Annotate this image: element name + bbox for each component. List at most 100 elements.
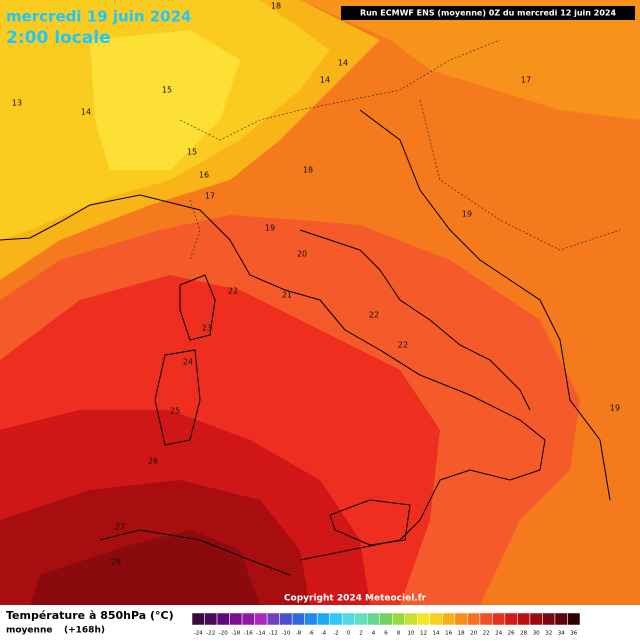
- colorbar-label: -8: [296, 631, 302, 637]
- colorbar-label: 8: [397, 631, 401, 637]
- zone: [30, 530, 260, 605]
- colorbar-cell: [504, 612, 518, 626]
- colorbar-cell: [554, 612, 568, 626]
- colorbar-cell: [404, 612, 418, 626]
- colorbar-label: -12: [269, 631, 278, 637]
- colorbar-label: -2: [333, 631, 338, 637]
- contour-label: 15: [187, 148, 197, 157]
- colorbar-label: 6: [384, 631, 388, 637]
- colorbar-cell: [279, 612, 293, 626]
- borders: [179, 39, 621, 261]
- colorbar-label: 10: [408, 631, 415, 637]
- colorbar-cell: [254, 612, 268, 626]
- colorbar-cell: [392, 612, 406, 626]
- colorbar-label: -14: [256, 631, 265, 637]
- colorbar-label: 28: [520, 631, 527, 637]
- colorbar-label: 2: [359, 631, 363, 637]
- colorbar-cell: [442, 612, 456, 626]
- date-label: mercredi 19 juin 2024: [6, 8, 191, 26]
- colorbar-label: 4: [372, 631, 376, 637]
- colorbar-label: 20: [470, 631, 477, 637]
- copyright: Copyright 2024 Meteociel.fr: [284, 594, 427, 604]
- colorbar-cell: [204, 612, 218, 626]
- colorbar-label: 12: [420, 631, 427, 637]
- colorbar-label: -4: [321, 631, 327, 637]
- legend-lead: (+168h): [64, 626, 105, 636]
- contour-label: 28: [111, 558, 121, 567]
- colorbar-cell: [304, 612, 318, 626]
- contour-label: 15: [162, 86, 172, 95]
- colorbar-cell: [417, 612, 431, 626]
- contour-label: 19: [265, 224, 275, 233]
- colorbar-label: 32: [545, 631, 552, 637]
- legend-subtitle: moyenne: [6, 626, 52, 636]
- contour-label: 17: [205, 192, 215, 201]
- contour-label: 19: [610, 404, 620, 413]
- colorbar-label: 36: [570, 631, 577, 637]
- contour-label: 17: [521, 76, 531, 85]
- colorbar-label: 22: [483, 631, 490, 637]
- colorbar-label: -22: [206, 631, 215, 637]
- colorbar-cell: [291, 612, 305, 626]
- colorbar-cell: [191, 612, 205, 626]
- legend-title: Température à 850hPa (°C): [6, 609, 174, 622]
- colorbar-cell: [492, 612, 506, 626]
- colorbar-cell: [266, 612, 280, 626]
- colorbar-label: -24: [194, 631, 203, 637]
- contour-label: 14: [338, 59, 348, 68]
- colorbar-label: 24: [495, 631, 502, 637]
- contour-label: 23: [202, 324, 212, 333]
- zone: [90, 30, 240, 170]
- colorbar-label: 26: [508, 631, 515, 637]
- coastlines: [0, 109, 611, 576]
- zone: [0, 0, 640, 120]
- colorbar-cell: [567, 612, 581, 626]
- contour-label: 26: [148, 457, 158, 466]
- colorbar-label: 16: [445, 631, 452, 637]
- contour-label: 27: [115, 523, 125, 532]
- time-label: 2:00 locale: [6, 28, 111, 48]
- contour-label: 18: [303, 166, 313, 175]
- colorbar-cell: [379, 612, 393, 626]
- colorbar-label: -20: [219, 631, 228, 637]
- colorbar-label: 30: [533, 631, 540, 637]
- colorbar-label: -10: [281, 631, 290, 637]
- contour-label: 19: [462, 210, 472, 219]
- colorbar-cell: [517, 612, 531, 626]
- contour-label: 22: [398, 341, 408, 350]
- contour-label: 18: [271, 2, 281, 11]
- colorbar-cell: [454, 612, 468, 626]
- contour-label: 22: [228, 287, 238, 296]
- colorbar-label: -18: [231, 631, 240, 637]
- colorbar-cell: [366, 612, 380, 626]
- contour-label: 24: [183, 358, 193, 367]
- run-box: [341, 6, 635, 20]
- colorbar-cell: [354, 612, 368, 626]
- run-label: Run ECMWF ENS (moyenne) 0Z du mercredi 1…: [360, 9, 617, 18]
- colorbar-cell: [467, 612, 481, 626]
- colorbar-cell: [529, 612, 543, 626]
- contour-label: 22: [369, 311, 379, 320]
- colorbar-cell: [216, 612, 230, 626]
- colorbar-cell: [542, 612, 556, 626]
- colorbar-cell: [229, 612, 243, 626]
- contour-label: 16: [199, 171, 209, 180]
- contour-label: 25: [170, 407, 180, 416]
- contour-label: 13: [12, 99, 22, 108]
- colorbar-label: -6: [308, 631, 314, 637]
- colorbar-cell: [329, 612, 343, 626]
- contour-label: 14: [81, 108, 91, 117]
- colorbar-label: 0: [347, 631, 351, 637]
- colorbar-cell: [241, 612, 255, 626]
- colorbar-cell: [429, 612, 443, 626]
- contour-label: 14: [320, 76, 330, 85]
- contour-label: 21: [282, 291, 292, 300]
- colorbar-cell: [479, 612, 493, 626]
- colorbar-cell: [316, 612, 330, 626]
- colorbar-label: -16: [244, 631, 253, 637]
- colorbar-cell: [341, 612, 355, 626]
- colorbar-label: 34: [558, 631, 565, 637]
- colorbar-label: 14: [433, 631, 440, 637]
